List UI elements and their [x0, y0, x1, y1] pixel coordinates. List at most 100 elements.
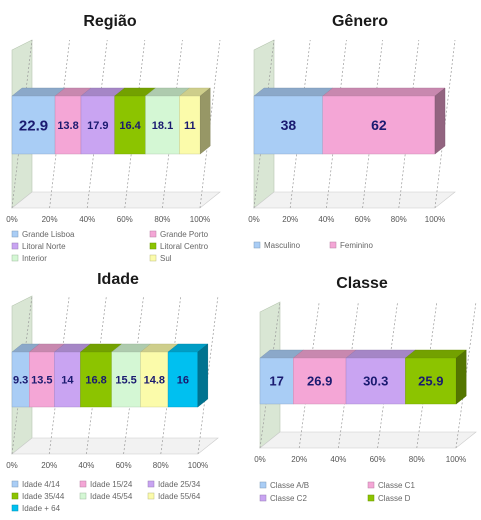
chart-idade-legend-swatch [79, 480, 87, 488]
chart-idade-data-label: 16 [177, 374, 189, 386]
chart-genero-title: Gênero [332, 13, 388, 30]
chart-classe-floor [259, 431, 477, 449]
chart-genero-legend-label: Feminino [340, 241, 373, 250]
chart-idade-bar [29, 351, 55, 408]
chart-idade-bar [111, 351, 141, 408]
chart-idade-data-label: 14.8 [144, 374, 165, 386]
chart-idade-tick-label: 40% [78, 461, 94, 470]
chart-genero-tick-label: 80% [391, 215, 407, 224]
chart-classe-data-label: 17 [269, 374, 283, 389]
chart-idade-legend-label: Idade 15/24 [90, 480, 133, 489]
chart-classe-bar [345, 357, 406, 405]
chart-regiao-legend-label: Litoral Norte [22, 242, 66, 251]
chart-classe-legend-swatch [367, 481, 375, 489]
chart-classe-bar-top [404, 349, 467, 359]
chart-regiao-svg: Região 22.9 13.8 17.9 16.4 18.1 11 0% 20% 40% 60% 8… [6, 13, 221, 263]
chart-regiao-legend-label: Interior [22, 254, 47, 263]
chart-idade-data-label: 9.3 [13, 374, 28, 386]
chart-genero-legend-label: Masculino [264, 241, 301, 250]
chart-regiao-floor [11, 191, 221, 209]
chart-idade-bar [167, 351, 199, 408]
chart-classe-legend-swatch [259, 481, 267, 489]
chart-classe-tick-label: 0% [254, 455, 266, 464]
chart-classe-tick-label: 80% [409, 455, 425, 464]
chart-idade-legend-label: Idade 45/54 [90, 492, 133, 501]
chart-idade-legend-swatch [147, 480, 155, 488]
chart-regiao-legend-swatch [149, 242, 157, 250]
chart-regiao-tick-label: 40% [79, 215, 95, 224]
chart-regiao-legend-label: Sul [160, 254, 172, 263]
chart-regiao-bar-side [199, 87, 211, 155]
chart-classe-tick-label: 100% [446, 455, 466, 464]
chart-classe-tick-label: 40% [330, 455, 346, 464]
chart-classe-tick-label: 60% [370, 455, 386, 464]
chart-idade-legend-label: Idade + 64 [22, 504, 61, 513]
chart-classe-bar-top [345, 349, 417, 359]
chart-classe-legend-label: Classe A/B [270, 481, 309, 490]
chart-idade-gridline [160, 295, 182, 455]
chart-regiao-title: Região [83, 13, 137, 30]
chart-genero-tick-label: 100% [425, 215, 445, 224]
chart-classe-bar [293, 357, 347, 405]
chart-idade-tick-label: 0% [6, 461, 18, 470]
chart-regiao-legend-swatch [149, 230, 157, 238]
chart-regiao-data-label: 11 [184, 120, 196, 132]
chart-idade-title: Idade [97, 271, 139, 288]
chart-genero-bar-top [253, 87, 334, 97]
chart-classe-bar-top [292, 349, 357, 359]
chart-idade-tick-label: 20% [41, 461, 57, 470]
chart-idade-data-label: 13.5 [31, 374, 52, 386]
chart-idade-gridline [197, 295, 219, 455]
chart-genero-legend-swatch [329, 241, 337, 249]
chart-classe: Classe 17 26.9 30.3 25.9 0% 20% 40% 60% 80% 100% Cl… [240, 262, 481, 520]
chart-genero-bar [253, 95, 323, 155]
chart-regiao-tick-label: 80% [154, 215, 170, 224]
chart-idade-tick-label: 100% [188, 461, 208, 470]
chart-genero: Gênero 38 62 0% 20% 40% 60% 80% 100% Masculino Fem… [240, 0, 481, 262]
chart-idade-gridline [123, 295, 144, 455]
chart-genero-bar-top [322, 87, 446, 97]
chart-classe-data-label: 30.3 [363, 374, 388, 389]
chart-classe-bar-side [455, 349, 467, 405]
chart-idade-legend-label: Idade 25/34 [158, 480, 201, 489]
chart-idade-data-label: 15.5 [115, 374, 136, 386]
chart-idade-bar [140, 351, 169, 408]
chart-regiao-bar [114, 95, 146, 155]
chart-regiao-legend-swatch [11, 254, 19, 262]
chart-regiao-bar [11, 95, 56, 155]
chart-genero-legend-swatch [253, 241, 261, 249]
chart-idade-tick-label: 60% [116, 461, 132, 470]
chart-regiao-legend-swatch [11, 230, 19, 238]
chart-classe-bar [259, 357, 294, 405]
chart-classe-legend-label: Classe C2 [270, 494, 307, 503]
chart-regiao-data-label: 17.9 [87, 120, 108, 132]
chart-idade-data-label: 16.8 [85, 374, 106, 386]
chart-genero-tick-label: 0% [248, 215, 260, 224]
chart-idade-legend-swatch [11, 480, 19, 488]
chart-idade-gridline [48, 295, 70, 455]
chart-idade-legend-label: Idade 4/14 [22, 480, 60, 489]
chart-genero-floor [253, 191, 456, 209]
chart-classe-title: Classe [336, 275, 388, 292]
chart-idade-bar [54, 351, 81, 408]
chart-genero-data-label: 62 [371, 117, 387, 133]
chart-classe-data-label: 25.9 [418, 374, 443, 389]
chart-genero-svg: Gênero 38 62 0% 20% 40% 60% 80% 100% Masculino Fem… [248, 13, 456, 250]
chart-classe-data-label: 26.9 [307, 374, 332, 389]
chart-idade-bar-side [197, 343, 209, 408]
chart-classe-tick-label: 20% [291, 455, 307, 464]
chart-idade-gridline [11, 295, 33, 455]
chart-regiao-legend-label: Litoral Centro [160, 242, 209, 251]
chart-regiao-data-label: 18.1 [152, 120, 173, 132]
chart-idade-tick-label: 80% [153, 461, 169, 470]
chart-idade-legend-swatch [79, 492, 87, 500]
chart-regiao-tick-label: 0% [6, 215, 18, 224]
chart-regiao: Região 22.9 13.8 17.9 16.4 18.1 11 0% 20% 40% 60% 8… [0, 0, 240, 263]
chart-regiao-data-label: 22.9 [19, 117, 48, 134]
chart-genero-bar [322, 95, 436, 155]
chart-genero-tick-label: 20% [282, 215, 298, 224]
chart-idade: Idade 9.3 13.5 14 16.8 15.5 14.8 16 0% 20% 40% 60% 8… [0, 262, 240, 520]
chart-regiao-tick-label: 100% [190, 215, 210, 224]
chart-idade-legend-label: Idade 35/44 [22, 492, 65, 501]
chart-idade-gridline [86, 295, 107, 455]
